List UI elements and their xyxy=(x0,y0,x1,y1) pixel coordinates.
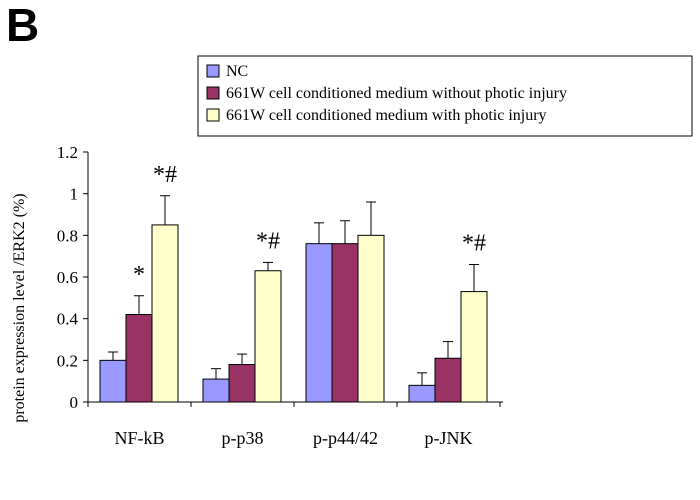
y-tick-label: 0.8 xyxy=(57,226,78,245)
bar xyxy=(228,364,256,403)
bar xyxy=(460,291,488,403)
x-tick-label: p-p38 xyxy=(222,428,264,448)
bar xyxy=(434,357,462,403)
x-tick-label: p-JNK xyxy=(425,428,473,448)
bar xyxy=(357,234,385,403)
bar xyxy=(125,314,153,403)
legend-box xyxy=(197,55,693,137)
bar xyxy=(99,359,127,403)
y-tick-label: 1.2 xyxy=(57,143,78,162)
significance-marker: * xyxy=(133,262,145,288)
panel-letter: B xyxy=(6,0,40,51)
bar xyxy=(151,224,179,403)
bar xyxy=(202,378,230,403)
significance-marker: *# xyxy=(256,228,280,254)
legend-label: NC xyxy=(226,63,248,80)
y-tick-label: 0.2 xyxy=(57,351,78,370)
legend-swatch xyxy=(206,64,220,78)
legend: NC 661W cell conditioned medium without p… xyxy=(197,55,693,137)
legend-label: 661W cell conditioned medium with photic… xyxy=(226,107,547,124)
bars: * *# *# *# xyxy=(99,162,488,403)
y-tick-label: 0.4 xyxy=(57,310,79,329)
x-tick-label: NF-kB xyxy=(114,428,164,448)
bar xyxy=(305,243,333,403)
y-axis: 0 0.2 0.4 0.6 0.8 1 1.2 xyxy=(57,143,89,412)
x-axis: NF-kB p-p38 p-p44/42 p-JNK xyxy=(87,401,503,448)
y-tick-label: 0 xyxy=(70,393,79,412)
bar xyxy=(254,270,282,403)
y-axis-label: protein expression level /ERK2 (%) xyxy=(11,193,28,422)
legend-swatch xyxy=(206,108,220,122)
legend-label: 661W cell conditioned medium without pho… xyxy=(226,85,567,102)
bar xyxy=(408,384,436,403)
significance-marker: *# xyxy=(462,231,486,257)
x-tick-label: p-p44/42 xyxy=(313,428,378,448)
significance-marker: *# xyxy=(153,162,177,188)
legend-swatch xyxy=(206,86,220,100)
bar xyxy=(331,243,359,403)
y-tick-label: 1 xyxy=(70,185,79,204)
y-tick-label: 0.6 xyxy=(57,268,78,287)
